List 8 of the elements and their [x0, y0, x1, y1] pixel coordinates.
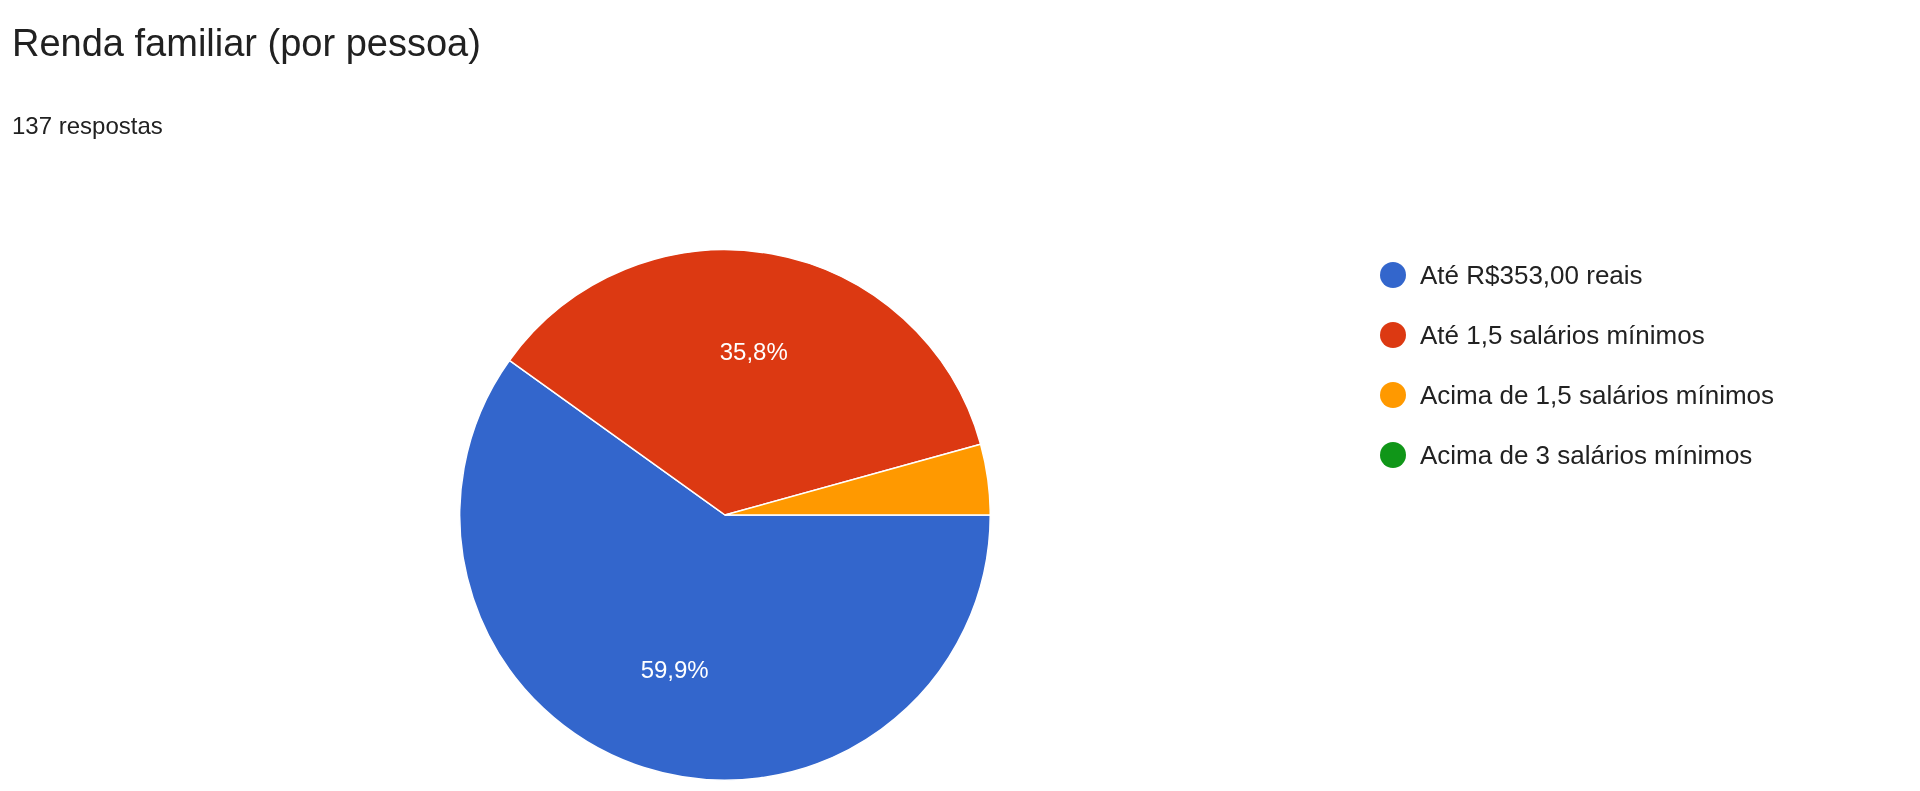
chart-title: Renda familiar (por pessoa) [12, 22, 481, 65]
data-label: 59,9% [640, 656, 709, 684]
data-label: 35,8% [719, 337, 788, 365]
legend-label: Acima de 3 salários mínimos [1420, 439, 1753, 471]
text: 137 respostas [12, 112, 163, 140]
legend-label: Até 1,5 salários mínimos [1420, 319, 1705, 351]
legend-label: Até R$353,00 reais [1420, 259, 1643, 291]
legend-label: Acima de 1,5 salários mínimos [1420, 379, 1775, 411]
